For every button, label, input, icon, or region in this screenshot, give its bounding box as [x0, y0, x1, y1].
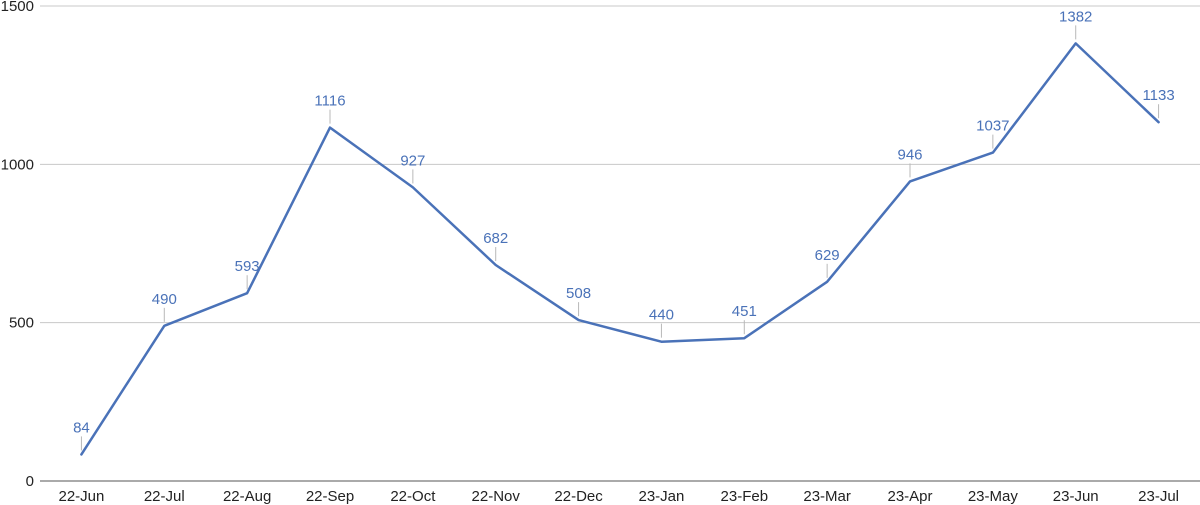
x-tick-label: 23-Jun [1053, 488, 1099, 505]
data-label: 451 [732, 303, 757, 320]
x-tick-label: 23-Feb [721, 488, 769, 505]
y-tick-label: 0 [26, 473, 34, 490]
series-layer [80, 42, 1160, 456]
data-label: 508 [566, 285, 591, 302]
y-tick-label: 500 [9, 315, 34, 332]
data-label: 682 [483, 230, 508, 247]
data-label: 946 [897, 146, 922, 163]
x-tick-label: 22-Jun [58, 488, 104, 505]
x-tick-label: 23-Mar [803, 488, 851, 505]
x-tick-label: 23-Apr [887, 488, 932, 505]
x-tick-label: 23-Jan [638, 488, 684, 505]
data-label: 1037 [976, 118, 1009, 135]
data-label: 1382 [1059, 8, 1092, 25]
y-tick-label: 1000 [1, 156, 34, 173]
x-tick-label: 22-Aug [223, 488, 271, 505]
gridlines [40, 5, 1200, 482]
y-tick-label: 1500 [1, 0, 34, 15]
data-label: 629 [815, 247, 840, 264]
x-tick-label: 23-Jul [1138, 488, 1179, 505]
data-label: 927 [400, 152, 425, 169]
x-tick-label: 22-Oct [390, 488, 436, 505]
data-label: 440 [649, 307, 674, 324]
data-label: 84 [73, 419, 90, 436]
data-labels: 84 490 593 1116 927 682 508 440 451 629 946 1037 138… [73, 8, 1175, 451]
x-tick-label: 22-Jul [144, 488, 185, 505]
y-axis-ticks: 0 500 1000 1500 [1, 0, 34, 490]
x-axis-ticks: 22-Jun 22-Jul 22-Aug 22-Sep 22-Oct 22-Nov 22-D… [58, 488, 1179, 505]
data-label: 1133 [1142, 87, 1174, 104]
x-tick-label: 22-Sep [306, 488, 354, 505]
x-tick-label: 23-May [968, 488, 1019, 505]
x-tick-label: 22-Nov [472, 488, 521, 505]
series-line [80, 42, 1160, 456]
data-label: 490 [152, 291, 177, 308]
data-label: 593 [235, 258, 260, 275]
data-label: 1116 [314, 93, 345, 110]
x-tick-label: 22-Dec [554, 488, 603, 505]
